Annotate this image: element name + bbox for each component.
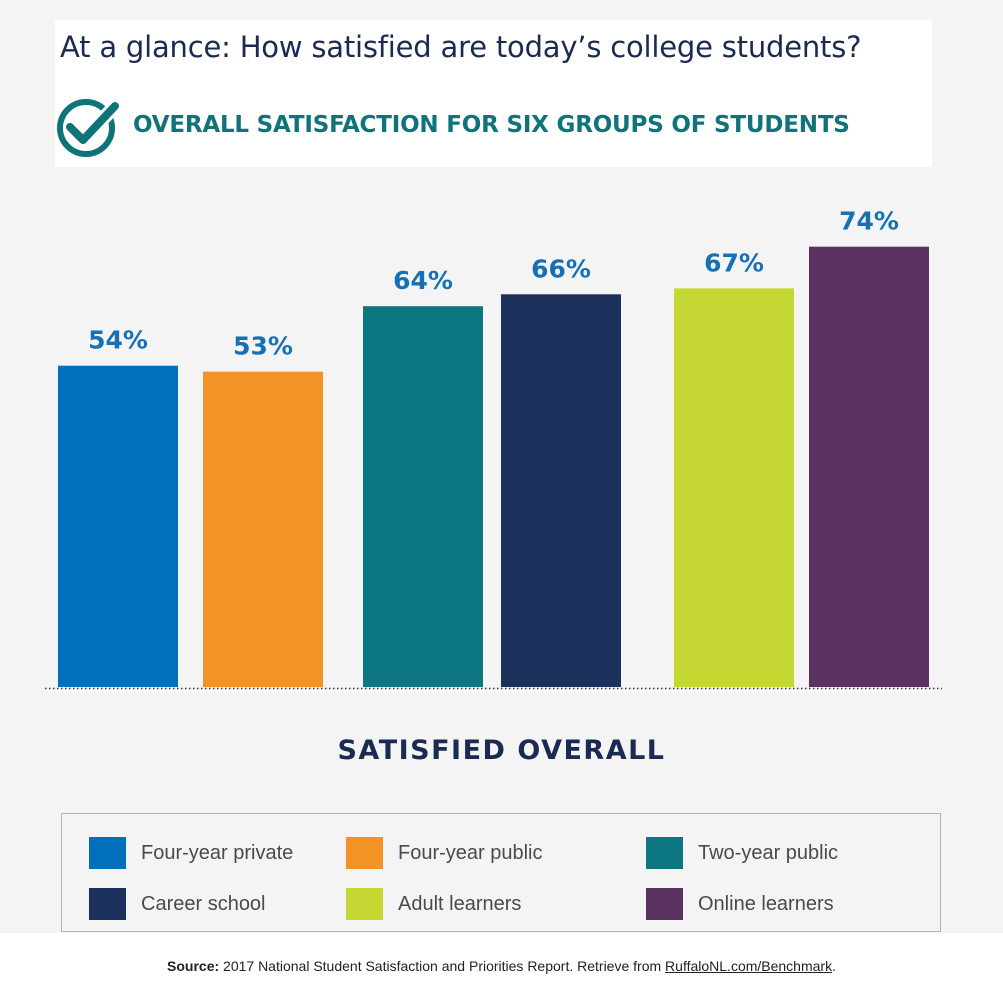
data-label-four-year-private: 54% bbox=[88, 326, 148, 355]
footer: Source: 2017 National Student Satisfacti… bbox=[0, 933, 1003, 991]
source-link[interactable]: RuffaloNL.com/Benchmark bbox=[665, 958, 833, 974]
legend: Four-year private Four-year public Two-y… bbox=[61, 813, 941, 932]
legend-label: Two-year public bbox=[698, 841, 839, 864]
legend-label: Adult learners bbox=[398, 892, 522, 915]
legend-label: Career school bbox=[141, 892, 266, 915]
legend-item-four-year-public: Four-year public bbox=[346, 837, 543, 869]
x-axis-label: SATISFIED OVERALL bbox=[337, 735, 666, 766]
source-text: 2017 National Student Satisfaction and P… bbox=[219, 958, 666, 974]
legend-item-two-year-public: Two-year public bbox=[646, 837, 838, 869]
page-title: At a glance: How satisfied are today’s c… bbox=[60, 30, 862, 64]
legend-label: Online learners bbox=[698, 892, 834, 915]
legend-swatch bbox=[646, 888, 683, 920]
data-label-online-learners: 74% bbox=[839, 207, 899, 236]
legend-swatch bbox=[346, 888, 383, 920]
source-suffix: . bbox=[832, 958, 836, 974]
legend-item-four-year-private: Four-year private bbox=[89, 837, 293, 869]
legend-item-online-learners: Online learners bbox=[646, 888, 834, 920]
legend-label: Four-year public bbox=[398, 841, 543, 864]
data-label-two-year-public: 64% bbox=[393, 266, 453, 295]
data-label-career-school: 66% bbox=[531, 254, 591, 283]
legend-swatch bbox=[89, 888, 126, 920]
bar-chart: 54% 53% 64% 66% 67% 74% bbox=[45, 207, 942, 690]
source-note: Source: 2017 National Student Satisfacti… bbox=[0, 958, 1003, 974]
bar-two-year-public bbox=[363, 306, 483, 687]
bar-four-year-public bbox=[203, 371, 323, 687]
data-label-adult-learners: 67% bbox=[704, 248, 764, 277]
data-label-four-year-public: 53% bbox=[233, 332, 293, 361]
bar-four-year-private bbox=[58, 365, 178, 687]
title-panel: At a glance: How satisfied are today’s c… bbox=[55, 20, 932, 167]
legend-swatch bbox=[346, 837, 383, 869]
legend-item-career-school: Career school bbox=[89, 888, 266, 920]
legend-label: Four-year private bbox=[141, 841, 294, 864]
bar-career-school bbox=[501, 294, 621, 687]
bar-online-learners bbox=[809, 246, 929, 687]
chart-subtitle: OVERALL SATISFACTION FOR SIX GROUPS OF S… bbox=[133, 112, 850, 138]
legend-swatch bbox=[89, 837, 126, 869]
check-circle-icon bbox=[57, 99, 122, 157]
legend-swatch bbox=[646, 837, 683, 869]
legend-item-adult-learners: Adult learners bbox=[346, 888, 521, 920]
bar-adult-learners bbox=[674, 288, 794, 687]
source-prefix: Source: bbox=[167, 958, 220, 974]
